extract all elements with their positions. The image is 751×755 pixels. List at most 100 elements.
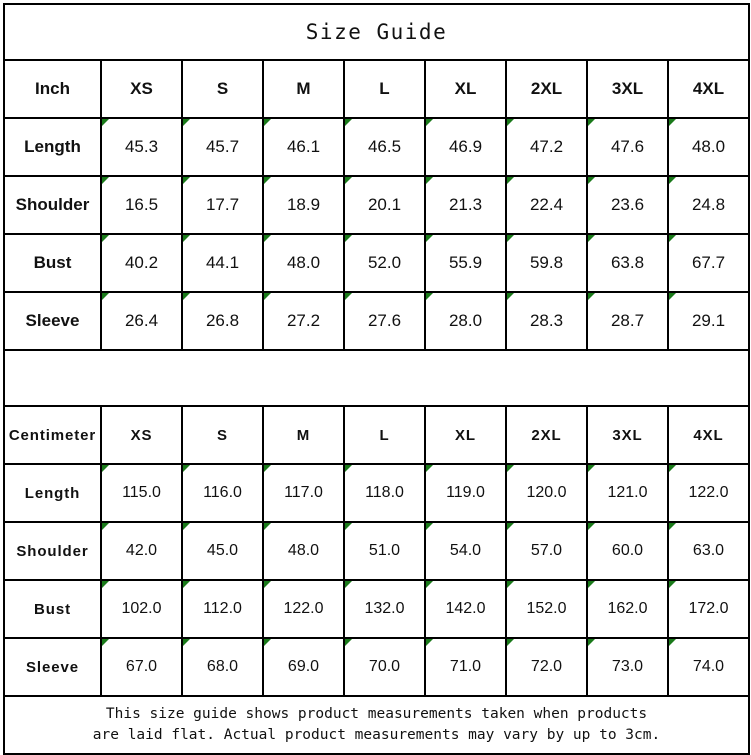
table-spacer — [3, 349, 750, 407]
note-corner-icon — [427, 294, 433, 300]
cell-cm-length-l: 118.0 — [343, 463, 426, 523]
table-row: Length 45.3 45.7 46.1 46.5 46.9 47.2 47.… — [3, 117, 750, 177]
cell-inch-length-2xl: 47.2 — [505, 117, 588, 177]
note-corner-icon — [427, 640, 433, 646]
cell-cm-shoulder-2xl: 57.0 — [505, 521, 588, 581]
unit-header-inch: Inch — [3, 59, 102, 119]
size-header-2xl: 2XL — [505, 59, 588, 119]
note-corner-icon — [427, 582, 433, 588]
cell-inch-length-l: 46.5 — [343, 117, 426, 177]
note-corner-icon — [589, 236, 595, 242]
note-corner-icon — [184, 236, 190, 242]
cell-value: 132.0 — [364, 600, 405, 617]
note-corner-icon — [265, 236, 271, 242]
cm-size-header-4xl: 4XL — [667, 405, 750, 465]
cell-cm-bust-xs: 102.0 — [100, 579, 183, 639]
cell-value: 60.0 — [611, 542, 644, 559]
cell-value: 54.0 — [449, 542, 482, 559]
cm-size-header-xs: XS — [100, 405, 183, 465]
note-corner-icon — [184, 178, 190, 184]
size-header-xl: XL — [424, 59, 507, 119]
note-corner-icon — [508, 524, 514, 530]
table-row: Shoulder 16.5 17.7 18.9 20.1 21.3 22.4 2… — [3, 175, 750, 235]
cell-inch-bust-3xl: 63.8 — [586, 233, 669, 293]
cell-inch-bust-l: 52.0 — [343, 233, 426, 293]
cell-value: 51.0 — [368, 542, 401, 559]
cell-value: 63.8 — [610, 253, 645, 272]
note-corner-icon — [103, 236, 109, 242]
cell-value: 172.0 — [688, 600, 729, 617]
cell-value: 27.2 — [286, 311, 321, 330]
note-corner-icon — [265, 640, 271, 646]
note-corner-icon — [589, 524, 595, 530]
cell-value: 48.0 — [287, 542, 320, 559]
cell-cm-shoulder-xs: 42.0 — [100, 521, 183, 581]
cell-cm-length-m: 117.0 — [262, 463, 345, 523]
note-corner-icon — [265, 466, 271, 472]
row-label-sleeve: Sleeve — [3, 291, 102, 351]
note-corner-icon — [103, 178, 109, 184]
cell-cm-bust-s: 112.0 — [181, 579, 264, 639]
cell-value: 55.9 — [448, 253, 483, 272]
row-label-bust: Bust — [3, 233, 102, 293]
note-corner-icon — [346, 582, 352, 588]
cell-value: 67.7 — [691, 253, 726, 272]
cell-value: 47.2 — [529, 137, 564, 156]
cm-size-header-3xl: 3XL — [586, 405, 669, 465]
cm-row-label-length: Length — [3, 463, 102, 523]
cell-inch-shoulder-xl: 21.3 — [424, 175, 507, 235]
cell-inch-bust-4xl: 67.7 — [667, 233, 750, 293]
cell-inch-sleeve-s: 26.8 — [181, 291, 264, 351]
cell-value: 57.0 — [530, 542, 563, 559]
note-corner-icon — [346, 524, 352, 530]
cell-value: 119.0 — [446, 484, 485, 501]
cm-size-header-m: M — [262, 405, 345, 465]
cell-value: 102.0 — [121, 600, 162, 617]
cm-size-header-s: S — [181, 405, 264, 465]
row-label-length: Length — [3, 117, 102, 177]
cell-value: 28.0 — [448, 311, 483, 330]
note-corner-icon — [589, 294, 595, 300]
note-corner-icon — [265, 178, 271, 184]
cell-cm-bust-4xl: 172.0 — [667, 579, 750, 639]
cell-cm-sleeve-s: 68.0 — [181, 637, 264, 697]
cell-value: 152.0 — [526, 600, 567, 617]
cell-inch-shoulder-3xl: 23.6 — [586, 175, 669, 235]
cell-cm-bust-m: 122.0 — [262, 579, 345, 639]
footer-note-line-2: are laid flat. Actual product measuremen… — [92, 727, 661, 743]
cell-value: 24.8 — [691, 195, 726, 214]
cell-value: 46.5 — [367, 137, 402, 156]
note-corner-icon — [265, 120, 271, 126]
cm-size-header-xl: XL — [424, 405, 507, 465]
table-row: Sleeve 67.0 68.0 69.0 70.0 71.0 72.0 73.… — [3, 637, 750, 697]
cell-value: 121.0 — [607, 484, 648, 501]
size-header-3xl: 3XL — [586, 59, 669, 119]
cell-value: 23.6 — [610, 195, 645, 214]
note-corner-icon — [184, 582, 190, 588]
footer-note: This size guide shows product measuremen… — [3, 695, 750, 755]
cm-row-label-sleeve: Sleeve — [3, 637, 102, 697]
cell-inch-sleeve-4xl: 29.1 — [667, 291, 750, 351]
note-corner-icon — [670, 582, 676, 588]
cell-cm-bust-l: 132.0 — [343, 579, 426, 639]
cell-inch-length-m: 46.1 — [262, 117, 345, 177]
cell-value: 120.0 — [526, 484, 567, 501]
cell-value: 142.0 — [445, 600, 486, 617]
cell-inch-shoulder-xs: 16.5 — [100, 175, 183, 235]
cell-value: 59.8 — [529, 253, 564, 272]
note-corner-icon — [346, 120, 352, 126]
note-corner-icon — [184, 120, 190, 126]
footer-note-row: This size guide shows product measuremen… — [3, 695, 750, 755]
note-corner-icon — [184, 640, 190, 646]
cell-cm-bust-3xl: 162.0 — [586, 579, 669, 639]
cell-value: 117.0 — [284, 484, 323, 501]
note-corner-icon — [508, 640, 514, 646]
cell-inch-bust-m: 48.0 — [262, 233, 345, 293]
note-corner-icon — [427, 524, 433, 530]
note-corner-icon — [103, 294, 109, 300]
note-corner-icon — [346, 466, 352, 472]
size-guide-root: Size Guide Inch XS S M L XL 2XL 3XL 4XL … — [3, 3, 750, 755]
note-corner-icon — [265, 294, 271, 300]
cell-value: 27.6 — [367, 311, 402, 330]
inch-header-row: Inch XS S M L XL 2XL 3XL 4XL — [3, 59, 750, 119]
